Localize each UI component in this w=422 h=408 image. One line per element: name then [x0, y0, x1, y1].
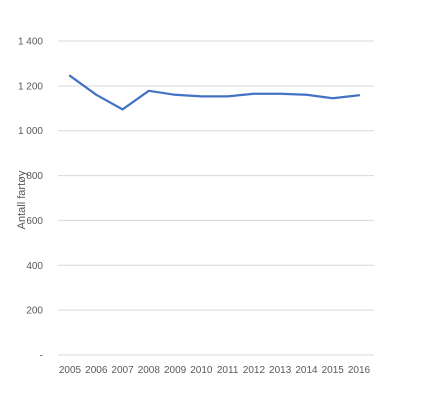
y-tick-label: 1 400 — [18, 37, 43, 48]
x-tick-label: 2010 — [190, 365, 213, 376]
y-tick-label: 1 200 — [18, 81, 43, 92]
x-tick-label: 2012 — [243, 365, 266, 376]
x-tick-label: 2005 — [59, 365, 82, 376]
x-tick-label: 2006 — [85, 365, 108, 376]
grid-layer — [58, 40, 374, 356]
x-tick-labels: 2005 2006 2007 2008 2009 2010 2011 2012 2013 2014… — [59, 365, 371, 376]
y-tick-label: 1 000 — [18, 126, 43, 137]
y-tick-label: 600 — [26, 216, 43, 227]
y-axis-title: Antall fartøy — [16, 170, 28, 229]
y-tick-label: 200 — [26, 306, 43, 317]
series-layer — [68, 74, 361, 111]
y-tick-label: - — [40, 351, 43, 362]
x-tick-label: 2014 — [295, 365, 318, 376]
y-tick-label: 400 — [26, 261, 43, 272]
x-tick-label: 2009 — [164, 365, 187, 376]
y-tick-label: 800 — [26, 171, 43, 182]
x-tick-label: 2008 — [138, 365, 161, 376]
x-tick-label: 2016 — [348, 365, 371, 376]
series-line — [68, 74, 361, 111]
x-tick-label: 2013 — [269, 365, 292, 376]
y-tick-labels: - 200 400 600 800 1 000 1 200 1 400 — [18, 37, 43, 362]
x-tick-label: 2007 — [111, 365, 134, 376]
x-tick-label: 2015 — [322, 365, 345, 376]
x-tick-label: 2011 — [217, 365, 239, 376]
